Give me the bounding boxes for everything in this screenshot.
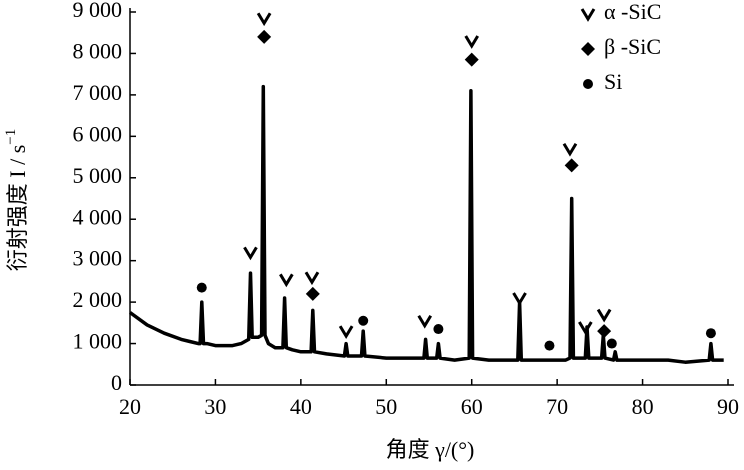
y-tick-label: 7 000 [73,80,123,105]
legend-label: β -SiC [604,34,661,59]
x-tick-label: 70 [546,394,568,419]
y-tick-label: 8 000 [73,38,123,63]
y-tick-label: 1 000 [73,329,123,354]
alpha-sic-marker [279,273,294,288]
si-marker [358,315,369,326]
legend-symbol [583,79,593,89]
y-tick-label: 6 000 [73,121,123,146]
y-tick-label: 5 000 [73,163,123,188]
beta-sic-marker [464,52,479,67]
x-tick-label: 50 [375,394,397,419]
y-tick-label: 9 000 [73,0,123,22]
x-tick-label: 90 [717,394,739,419]
x-tick-label: 80 [632,394,654,419]
alpha-sic-marker [304,271,320,286]
x-tick-label: 30 [204,394,226,419]
x-axis-label: 角度 γ/(°) [386,437,475,462]
y-axis-label-sup: −1 [3,129,19,145]
alpha-sic-marker [464,35,480,49]
si-marker [196,282,207,293]
y-tick-label: 3 000 [73,246,123,271]
y-tick-label: 2 000 [73,287,123,312]
alpha-sic-marker [417,314,433,329]
beta-sic-marker [257,29,272,44]
legend-label: Si [604,69,622,94]
alpha-sic-marker [338,325,354,340]
y-tick-label: 4 000 [73,204,123,229]
y-axis-label-text: 衍射强度 I / s [5,145,30,272]
y-axis-label: 衍射强度 I / s−1 [3,129,30,271]
alpha-sic-marker [512,292,527,306]
beta-sic-marker [597,324,612,339]
si-marker [705,328,716,339]
legend-label: α -SiC [604,0,661,24]
si-marker [433,324,444,335]
alpha-sic-marker [562,142,578,157]
alpha-sic-marker [596,308,612,323]
alpha-sic-marker [243,246,258,261]
alpha-sic-marker [578,321,593,335]
legend-symbol [580,8,596,22]
si-marker [606,338,617,349]
beta-sic-marker [564,158,579,173]
y-tick-label: 0 [111,370,122,395]
x-tick-label: 60 [461,394,483,419]
si-marker [544,340,555,351]
beta-sic-marker [305,286,320,301]
x-tick-label: 20 [119,394,141,419]
xrd-pattern [128,84,724,364]
legend-symbol [581,42,595,56]
x-tick-label: 40 [290,394,312,419]
alpha-sic-marker [256,12,272,27]
